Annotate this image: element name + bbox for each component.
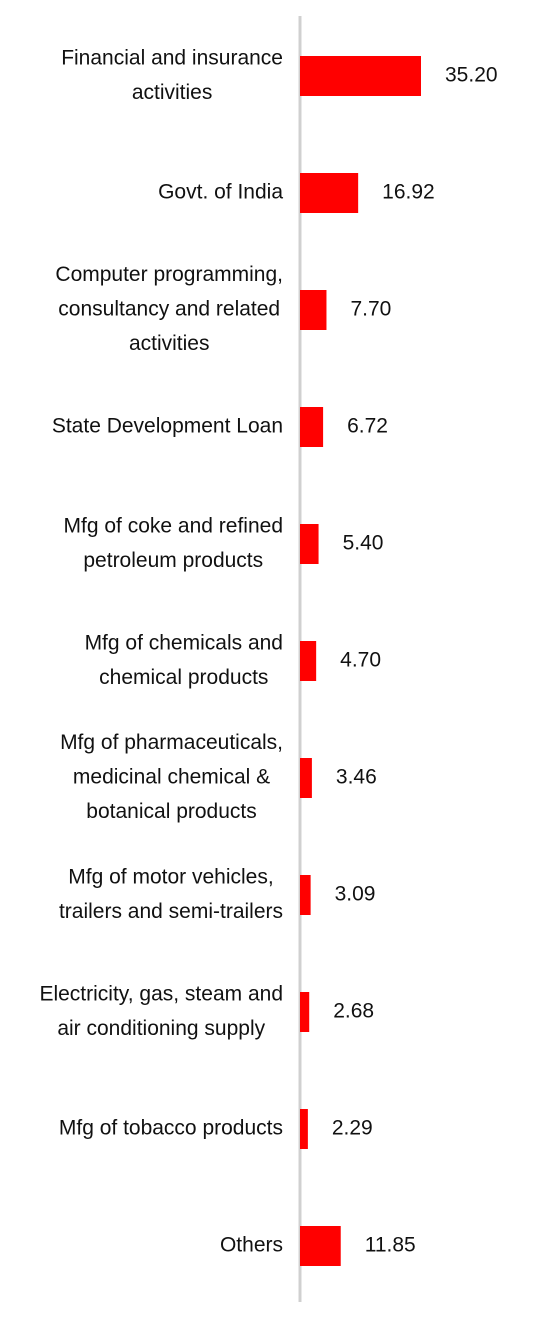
category-label-8-line-0: Electricity, gas, steam and [39, 982, 283, 1005]
category-label-7-line-0: Mfg of motor vehicles, [68, 865, 273, 888]
value-label-7: 3.09 [335, 883, 376, 906]
bar-10 [300, 1226, 341, 1266]
category-label-8-line-1: air conditioning supply [57, 1017, 265, 1040]
category-label-1: Govt. of India [158, 181, 283, 204]
category-label-0-line-0: Financial and insurance [61, 46, 283, 69]
category-label-2-line-0: Computer programming, [55, 263, 283, 286]
bar-1 [300, 173, 359, 213]
bar-6 [300, 758, 312, 798]
bar-8 [300, 992, 310, 1032]
category-label-5-line-1: chemical products [99, 666, 268, 689]
bar-9 [300, 1109, 308, 1149]
category-label-4-line-0: Mfg of coke and refined [64, 514, 283, 537]
category-label-8: Electricity, gas, steam and air condition… [39, 982, 283, 1040]
category-label-9-line-0: Mfg of tobacco products [59, 1117, 283, 1140]
category-label-0: Financial and insurance activities [61, 46, 283, 104]
category-label-2-line-2: activities [129, 332, 210, 355]
value-label-5: 4.70 [340, 649, 381, 672]
category-label-2-line-1: consultancy and related [58, 298, 280, 321]
value-label-1: 16.92 [382, 181, 435, 204]
value-label-8: 2.68 [333, 1000, 374, 1023]
category-label-10-line-0: Others [220, 1234, 283, 1257]
category-label-3-line-0: State Development Loan [52, 415, 283, 438]
category-label-6-line-0: Mfg of pharmaceuticals, [60, 731, 283, 754]
value-label-10: 11.85 [365, 1234, 416, 1257]
category-label-6-line-1: medicinal chemical & [73, 766, 270, 789]
category-label-9: Mfg of tobacco products [59, 1117, 283, 1140]
bar-7 [300, 875, 311, 915]
bar-3 [300, 407, 324, 447]
value-label-2: 7.70 [350, 298, 391, 321]
category-label-2: Computer programming, consultancy and rel… [55, 263, 283, 355]
bar-5 [300, 641, 317, 681]
category-label-6: Mfg of pharmaceuticals, medicinal chemica… [60, 731, 283, 823]
category-label-7: Mfg of motor vehicles, trailers and semi-… [59, 865, 283, 923]
value-label-4: 5.40 [343, 532, 384, 555]
category-label-5-line-0: Mfg of chemicals and [85, 631, 283, 654]
value-label-0: 35.20 [445, 64, 498, 87]
category-label-4: Mfg of coke and refined petroleum product… [64, 514, 283, 572]
category-label-6-line-2: botanical products [86, 800, 256, 823]
category-label-5: Mfg of chemicals and chemical products [85, 631, 283, 689]
bar-2 [300, 290, 327, 330]
category-label-0-line-1: activities [132, 81, 213, 104]
category-label-4-line-1: petroleum products [83, 549, 263, 572]
value-label-3: 6.72 [347, 415, 388, 438]
value-label-6: 3.46 [336, 766, 377, 789]
category-label-1-line-0: Govt. of India [158, 181, 283, 204]
value-label-9: 2.29 [332, 1117, 373, 1140]
bar-0 [300, 56, 421, 96]
category-label-10: Others [220, 1234, 283, 1257]
bar-4 [300, 524, 319, 564]
category-label-3: State Development Loan [52, 415, 283, 438]
category-label-7-line-1: trailers and semi-trailers [59, 900, 283, 923]
